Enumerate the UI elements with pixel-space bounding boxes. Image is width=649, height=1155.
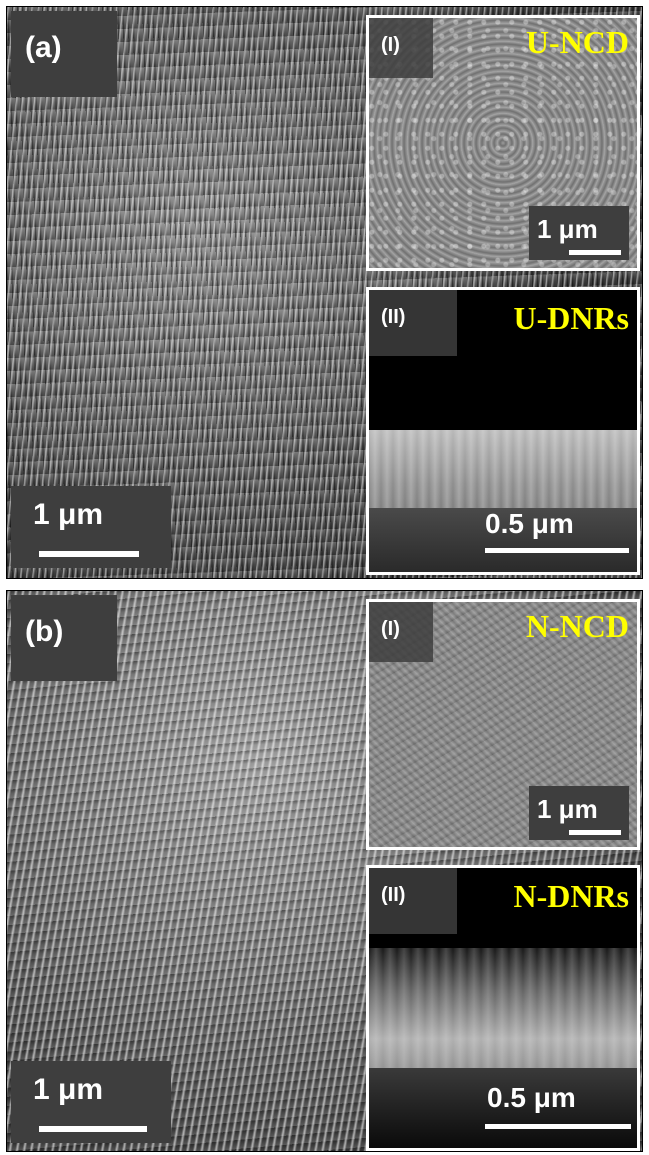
panel-b-scalebar: 1 μm bbox=[11, 1061, 171, 1143]
panel-a-scalebar: 1 μm bbox=[11, 486, 171, 568]
inset-a-i-scale-line bbox=[569, 250, 621, 255]
panel-a-scale-text: 1 μm bbox=[33, 498, 104, 531]
inset-a-ii-scale-line bbox=[485, 548, 629, 553]
panel-a-label: (a) bbox=[11, 11, 117, 97]
panel-b-scale-line bbox=[39, 1126, 147, 1132]
inset-a-i-label: (I) bbox=[369, 18, 433, 78]
inset-b-i-title: N-NCD bbox=[525, 608, 629, 644]
panel-b-label: (b) bbox=[11, 595, 117, 681]
inset-a-ii-scale-text: 0.5 μm bbox=[485, 508, 574, 539]
inset-a-i-scale-text: 1 μm bbox=[537, 214, 598, 244]
inset-b-i-scale-line bbox=[569, 830, 621, 835]
panel-b: (b) 1 μm (I) N-NCD 1 μm (II) N-DNRs 0.5 … bbox=[6, 590, 643, 1152]
inset-b-ii-label: (II) bbox=[369, 868, 457, 934]
inset-a-i-scalebar: 1 μm bbox=[529, 206, 629, 260]
inset-a-ii: (II) U-DNRs 0.5 μm bbox=[366, 287, 640, 575]
panel-a-scale-line bbox=[39, 551, 139, 557]
panel-b-scale-text: 1 μm bbox=[33, 1073, 104, 1106]
inset-b-i: (I) N-NCD 1 μm bbox=[366, 599, 640, 850]
inset-b-ii: (II) N-DNRs 0.5 μm bbox=[366, 865, 640, 1151]
inset-b-i-scalebar: 1 μm bbox=[529, 786, 629, 840]
inset-a-ii-label: (II) bbox=[369, 290, 457, 356]
inset-a-ii-title: U-DNRs bbox=[513, 300, 629, 336]
inset-b-i-scale-text: 1 μm bbox=[537, 794, 598, 824]
nanorod-cross-section bbox=[369, 430, 637, 520]
inset-a-i: (I) U-NCD 1 μm bbox=[366, 15, 640, 271]
inset-b-ii-scale-line bbox=[485, 1124, 631, 1129]
substrate-layer bbox=[369, 1068, 637, 1148]
substrate-layer bbox=[369, 508, 637, 572]
inset-a-i-title: U-NCD bbox=[525, 24, 629, 60]
inset-b-ii-title: N-DNRs bbox=[513, 878, 629, 914]
panel-a: (a) 1 μm (I) U-NCD 1 μm (II) U-DNRs 0.5 … bbox=[6, 6, 643, 579]
nanorod-cross-section bbox=[369, 948, 637, 1078]
inset-b-i-label: (I) bbox=[369, 602, 433, 662]
inset-b-ii-scale-text: 0.5 μm bbox=[487, 1082, 576, 1113]
